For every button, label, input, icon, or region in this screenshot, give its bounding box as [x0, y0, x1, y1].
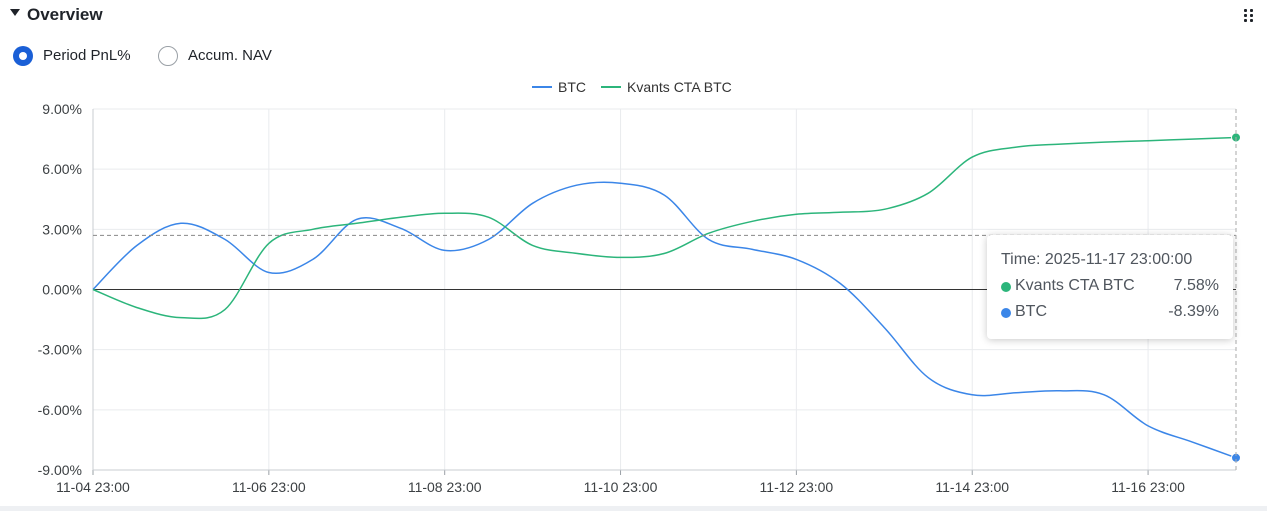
y-tick-label: 3.00% — [42, 221, 82, 237]
radio-label: Accum. NAV — [188, 47, 272, 64]
y-tick-label: -3.00% — [38, 342, 82, 358]
tooltip-row-btc: BTC -8.39% — [1001, 303, 1219, 323]
x-tick-label: 11-14 23:00 — [935, 479, 1009, 495]
y-tick-label: -6.00% — [38, 402, 82, 418]
legend-btc-label: BTC — [558, 79, 586, 95]
y-tick-label: 9.00% — [42, 101, 82, 117]
y-tick-label: 6.00% — [42, 161, 82, 177]
legend-kvants-label: Kvants CTA BTC — [627, 79, 732, 95]
series-line-btc — [92, 181, 1237, 459]
y-tick-label: 0.00% — [42, 282, 82, 298]
axes: 9.00%6.00%3.00%0.00%-3.00%-6.00%-9.00%11… — [38, 101, 1236, 495]
x-tick-label: 11-08 23:00 — [408, 479, 482, 495]
caret-down-icon[interactable] — [10, 9, 20, 16]
x-tick-label: 11-04 23:00 — [56, 479, 130, 495]
panel-title: Overview — [27, 5, 103, 24]
radio-label: Period PnL% — [43, 47, 131, 64]
kvants-dot-icon — [1001, 282, 1011, 292]
btc-dot-icon — [1001, 308, 1011, 318]
bottom-divider — [0, 506, 1267, 511]
x-tick-label: 11-12 23:00 — [760, 479, 834, 495]
drag-grid-icon[interactable] — [1244, 9, 1254, 23]
radio-checked-icon — [13, 46, 33, 66]
chart-legend: BTC Kvants CTA BTC — [532, 79, 732, 95]
radio-unchecked-icon — [158, 46, 178, 66]
y-tick-label: -9.00% — [38, 462, 82, 478]
tooltip-time: Time: 2025-11-17 23:00:00 — [1001, 251, 1193, 268]
series-line-kvants-cta-btc — [92, 136, 1237, 320]
tooltip-row-kvants: Kvants CTA BTC 7.58% — [1001, 277, 1219, 297]
legend-item-btc[interactable]: BTC — [532, 79, 586, 95]
legend-item-kvants[interactable]: Kvants CTA BTC — [601, 79, 732, 95]
x-tick-label: 11-16 23:00 — [1111, 479, 1185, 495]
panel-header: Overview — [0, 0, 1267, 34]
tooltip-series-value: -8.39% — [1168, 303, 1219, 320]
tooltip-series-name: BTC — [1015, 303, 1047, 320]
chart-tooltip: Time: 2025-11-17 23:00:00 Kvants CTA BTC… — [987, 235, 1233, 339]
x-tick-label: 11-10 23:00 — [584, 479, 658, 495]
tooltip-series-name: Kvants CTA BTC — [1015, 277, 1135, 294]
tooltip-series-value: 7.58% — [1173, 277, 1219, 294]
x-tick-label: 11-06 23:00 — [232, 479, 306, 495]
